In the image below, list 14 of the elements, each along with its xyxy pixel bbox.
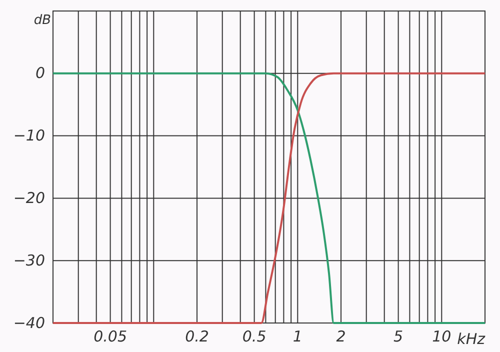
x-tick-label: 5 (394, 328, 404, 346)
y-tick-label: −20 (13, 189, 45, 207)
x-axis-title: kHz (457, 330, 486, 348)
x-tick-label: 10 (432, 328, 452, 346)
y-tick-label: 0 (35, 64, 45, 82)
y-axis-title: dB (34, 13, 52, 28)
x-tick-label: 2 (336, 328, 346, 346)
x-tick-label: 0.2 (185, 328, 209, 346)
y-tick-label: −30 (13, 251, 45, 270)
x-tick-label: 0.5 (242, 328, 266, 346)
y-tick-label: −10 (13, 126, 45, 145)
x-tick-label: 0.05 (94, 328, 128, 346)
x-tick-label: 1 (292, 328, 302, 346)
y-tick-label: −40 (13, 314, 45, 332)
